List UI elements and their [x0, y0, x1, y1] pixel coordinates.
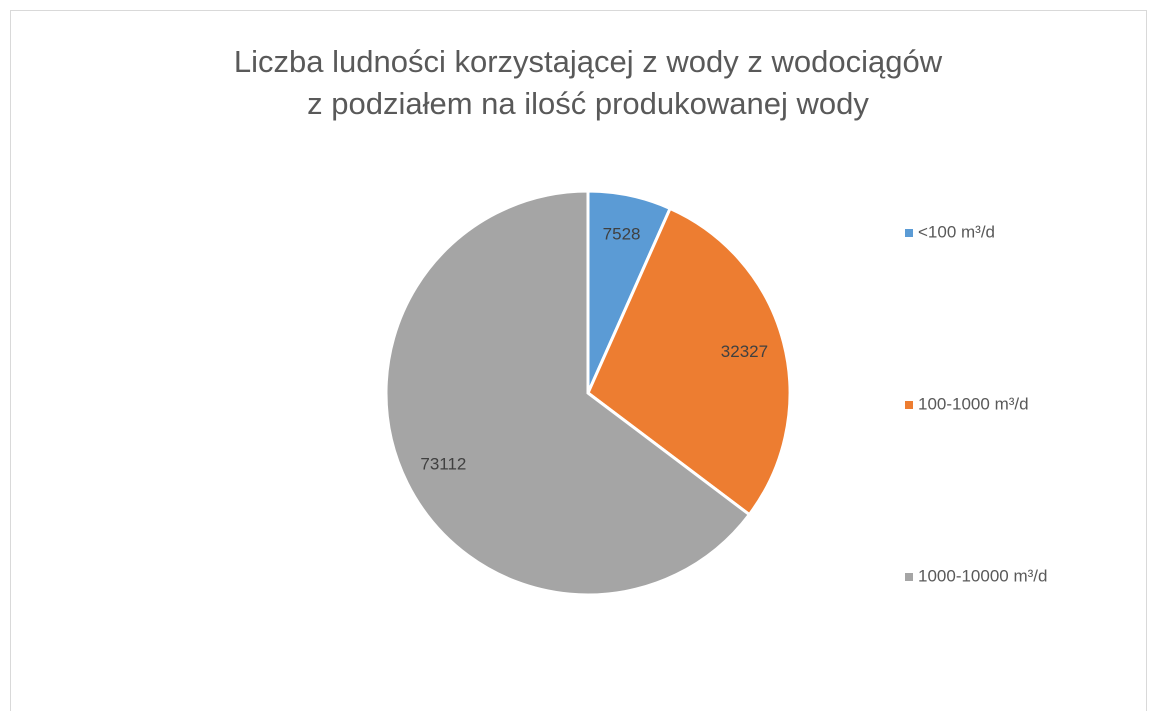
data-label: 73112	[420, 455, 466, 474]
legend-label: <100 m³/d	[918, 222, 995, 241]
pie-slice	[586, 206, 792, 517]
legend-swatch	[905, 573, 913, 581]
chart-title: Liczba ludności korzystającej z wody z w…	[234, 44, 943, 79]
chart-title: z podziałem na ilość produkowanej wody	[307, 86, 869, 121]
pie-slice	[384, 189, 752, 597]
legend-swatch	[905, 401, 913, 409]
data-label: 7528	[603, 224, 641, 243]
legend-swatch	[905, 229, 913, 237]
legend-label: 100-1000 m³/d	[918, 394, 1029, 413]
data-label: 32327	[721, 342, 768, 361]
legend-label: 1000-10000 m³/d	[918, 566, 1047, 585]
